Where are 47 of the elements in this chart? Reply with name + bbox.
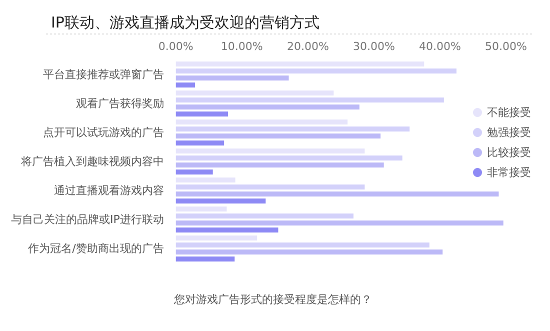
x-tick-label: 50.00% — [485, 40, 527, 53]
bar — [176, 134, 381, 138]
bar — [176, 68, 456, 74]
chart-title: IP联动、游戏直播成为受欢迎的营销方式 — [51, 14, 320, 32]
y-tick-label: 平台直接推荐或弹窗广告 — [42, 68, 164, 81]
bar — [176, 236, 258, 240]
bar — [176, 220, 504, 226]
bar — [176, 82, 196, 88]
legend-label: 不能接受 — [487, 106, 531, 119]
bar — [176, 192, 499, 196]
x-tick-label: 10.00% — [220, 40, 263, 53]
y-tick-label: 将广告植入到趣味视频内容中 — [20, 155, 164, 168]
bar — [176, 104, 360, 110]
bar — [176, 76, 289, 80]
bar — [176, 156, 402, 160]
bar — [176, 162, 384, 168]
bar — [176, 184, 365, 190]
bar — [176, 178, 236, 182]
bar — [176, 198, 266, 204]
bar — [176, 206, 227, 212]
y-tick-label: 作为冠名/赞助商出现的广告 — [27, 242, 164, 255]
y-tick-label: 观看广告获得奖励 — [76, 97, 164, 110]
bar — [176, 214, 354, 218]
bar — [176, 120, 348, 124]
legend-label: 勉强接受 — [487, 126, 531, 139]
x-tick-label: 30.00% — [352, 40, 395, 53]
bar — [176, 228, 278, 232]
bar — [176, 140, 224, 146]
bar — [176, 62, 424, 66]
bar — [176, 90, 334, 96]
x-tick-label: 40.00% — [419, 40, 461, 53]
bar — [176, 126, 410, 132]
bar — [176, 112, 228, 116]
bar — [176, 148, 365, 154]
y-tick-label: 通过直播观看游戏内容 — [54, 184, 164, 197]
legend-label: 比较接受 — [487, 146, 531, 159]
text: 您对游戏广告形式的接受程度是怎样的？ — [173, 293, 372, 306]
y-tick-label: 与自己关注的品牌或IP进行联动 — [10, 213, 164, 226]
x-tick-label: 0.00% — [158, 40, 194, 53]
bar — [176, 250, 443, 254]
bar — [176, 256, 235, 262]
bar — [176, 242, 430, 248]
legend-label: 非常接受 — [487, 166, 531, 179]
bar — [176, 170, 213, 174]
bar — [176, 98, 444, 102]
y-tick-label: 点开可以试玩游戏的广告 — [42, 126, 164, 139]
x-tick-label: 20.00% — [286, 40, 329, 53]
